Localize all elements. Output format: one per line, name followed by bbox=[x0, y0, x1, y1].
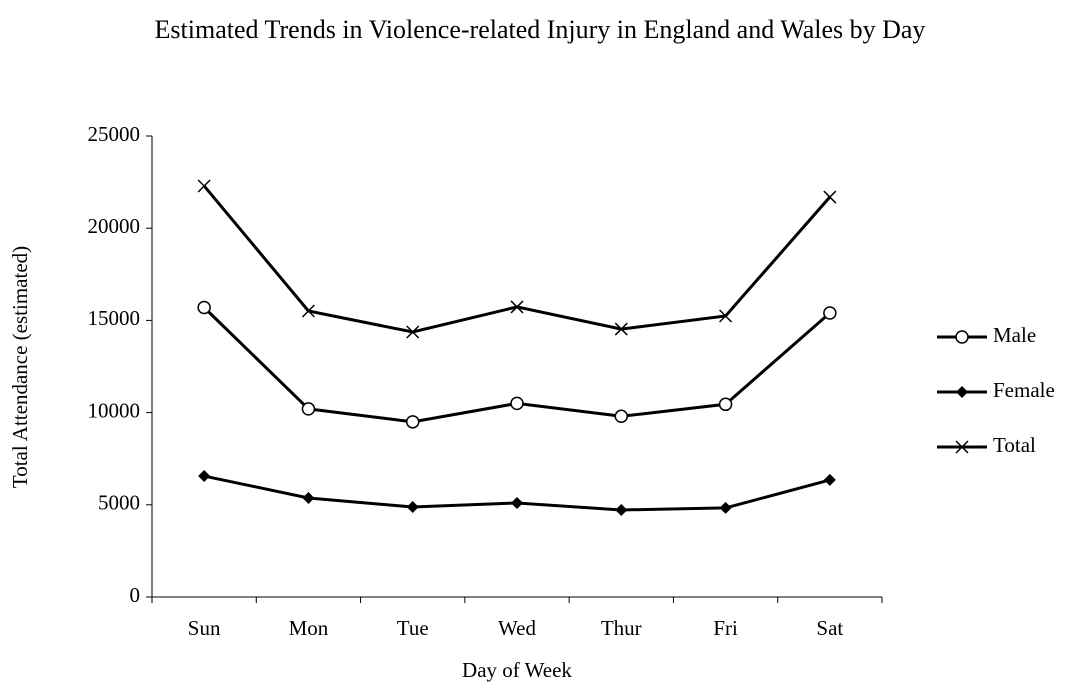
marker bbox=[406, 325, 420, 339]
marker bbox=[301, 304, 315, 318]
x-tick-label: Tue bbox=[397, 616, 429, 640]
marker bbox=[615, 503, 628, 516]
x-axis-label: Day of Week bbox=[462, 658, 572, 682]
x-tick-label: Fri bbox=[713, 616, 738, 640]
marker bbox=[197, 300, 211, 315]
marker bbox=[406, 501, 419, 514]
legend-label: Male bbox=[993, 323, 1036, 347]
y-tick-label: 0 bbox=[130, 583, 141, 607]
x-tick-label: Mon bbox=[289, 616, 329, 640]
marker bbox=[511, 496, 523, 509]
x-tick-label: Wed bbox=[498, 616, 536, 640]
marker bbox=[823, 306, 837, 320]
marker bbox=[719, 501, 732, 514]
legend-marker bbox=[955, 440, 969, 454]
marker bbox=[718, 397, 733, 412]
marker bbox=[302, 491, 315, 504]
legend-label: Female bbox=[993, 378, 1055, 402]
y-axis-label: Total Attendance (estimated) bbox=[8, 246, 32, 488]
marker bbox=[197, 179, 211, 193]
x-tick-label: Sun bbox=[188, 616, 221, 640]
marker bbox=[510, 396, 524, 411]
marker bbox=[301, 402, 316, 416]
legend-marker bbox=[955, 330, 969, 344]
x-tick-label: Thur bbox=[601, 616, 642, 640]
series-line bbox=[202, 185, 831, 334]
y-tick-label: 15000 bbox=[88, 306, 141, 330]
marker bbox=[198, 470, 211, 483]
marker bbox=[823, 473, 836, 486]
marker bbox=[405, 415, 420, 429]
marker bbox=[719, 309, 733, 323]
y-tick-label: 5000 bbox=[98, 491, 140, 515]
marker bbox=[823, 190, 837, 204]
y-tick-label: 10000 bbox=[88, 398, 141, 422]
marker bbox=[614, 409, 629, 424]
chart-title: Estimated Trends in Violence-related Inj… bbox=[154, 15, 926, 44]
marker bbox=[510, 300, 524, 314]
y-tick-label: 25000 bbox=[88, 122, 141, 146]
marker bbox=[614, 322, 628, 336]
x-tick-label: Sat bbox=[816, 616, 843, 640]
legend-marker bbox=[956, 386, 968, 398]
y-tick-label: 20000 bbox=[88, 214, 141, 238]
legend-label: Total bbox=[993, 433, 1036, 457]
